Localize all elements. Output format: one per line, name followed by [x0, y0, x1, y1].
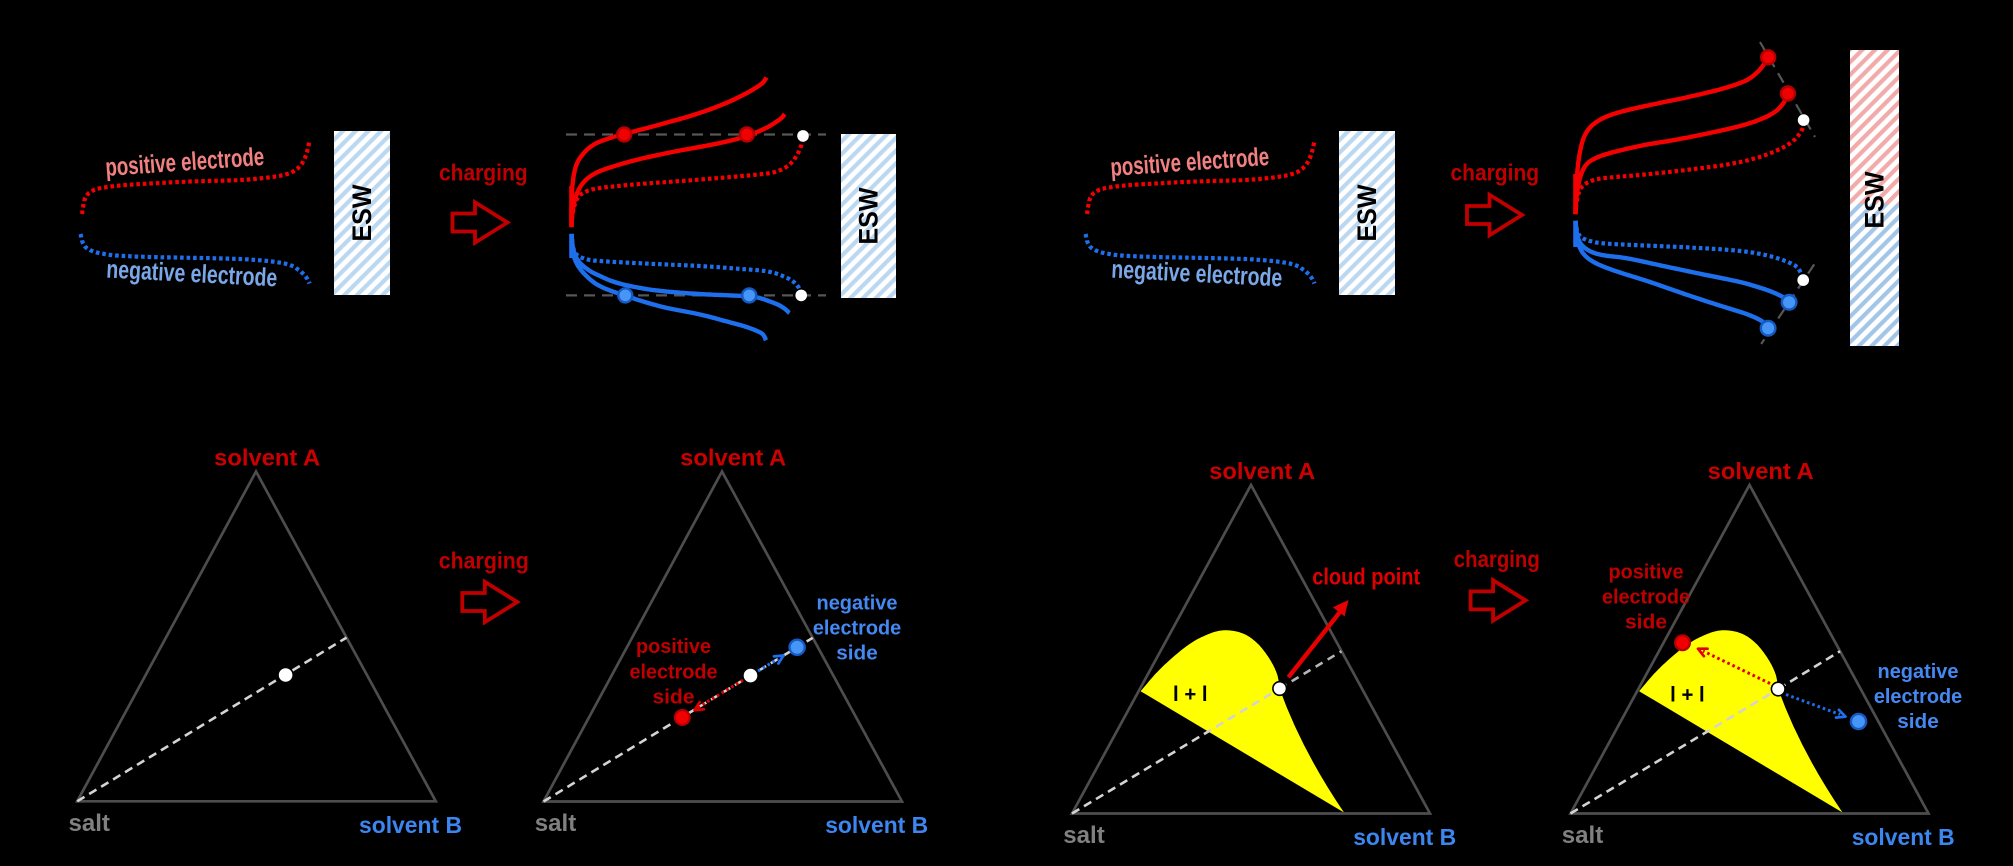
- svg-text:electrode: electrode: [1602, 587, 1690, 609]
- svg-text:l + l: l + l: [1173, 683, 1208, 706]
- svg-text:ESW: ESW: [1860, 171, 1890, 228]
- svg-text:solvent B: solvent B: [359, 812, 462, 838]
- svg-text:ESW: ESW: [347, 184, 377, 241]
- svg-text:ESW: ESW: [1352, 184, 1382, 241]
- svg-text:side: side: [653, 687, 695, 709]
- svg-text:salt: salt: [1063, 822, 1105, 849]
- svg-text:charging: charging: [439, 548, 529, 574]
- svg-text:ESW: ESW: [854, 187, 884, 244]
- svg-text:salt: salt: [1562, 822, 1604, 849]
- svg-text:electrode: electrode: [630, 662, 718, 684]
- svg-text:side: side: [1897, 711, 1939, 733]
- svg-text:cloud point: cloud point: [1312, 564, 1420, 590]
- svg-text:positive: positive: [1609, 562, 1684, 584]
- svg-text:electrode: electrode: [1874, 686, 1962, 708]
- svg-text:salt: salt: [68, 810, 110, 837]
- svg-text:side: side: [1625, 612, 1667, 634]
- svg-text:solvent A: solvent A: [1708, 458, 1814, 484]
- svg-text:solvent B: solvent B: [825, 812, 928, 838]
- svg-text:solvent A: solvent A: [214, 445, 320, 471]
- svg-text:solvent B: solvent B: [1353, 824, 1456, 850]
- svg-text:positive: positive: [636, 636, 711, 658]
- svg-text:l + l: l + l: [1670, 684, 1705, 707]
- svg-text:negative: negative: [817, 593, 898, 615]
- svg-text:negative: negative: [1878, 661, 1959, 683]
- svg-text:charging: charging: [1450, 160, 1539, 186]
- svg-text:solvent A: solvent A: [1209, 458, 1315, 484]
- svg-text:charging: charging: [439, 160, 528, 186]
- svg-text:side: side: [836, 643, 878, 665]
- svg-text:salt: salt: [535, 810, 577, 837]
- svg-text:solvent B: solvent B: [1852, 824, 1955, 850]
- svg-text:charging: charging: [1454, 546, 1540, 572]
- svg-text:solvent A: solvent A: [680, 445, 786, 471]
- svg-text:electrode: electrode: [813, 618, 901, 640]
